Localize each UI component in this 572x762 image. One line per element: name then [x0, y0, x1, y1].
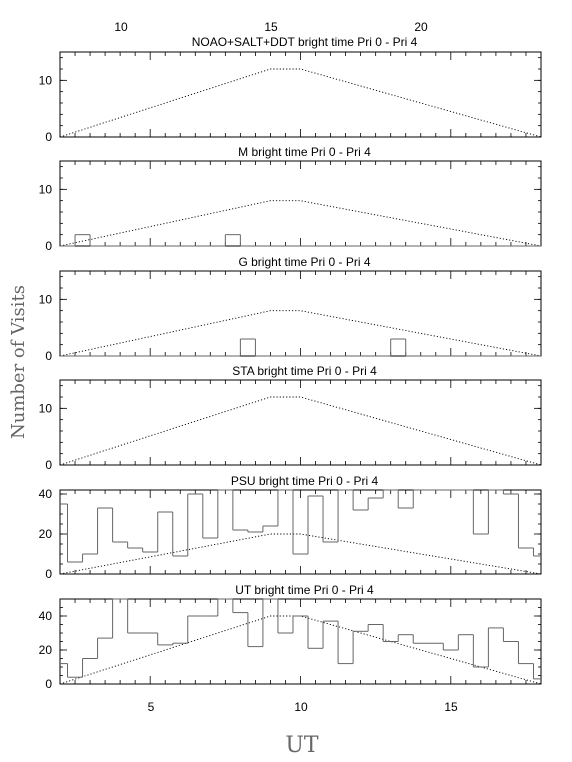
y-tick-label: 20 — [39, 527, 53, 541]
panel-2: M bright time Pri 0 - Pri 4 0 10 — [39, 145, 542, 253]
y-tick-label: 40 — [39, 609, 53, 623]
expected-line — [59, 615, 542, 685]
plot-frame — [59, 489, 542, 575]
top-tick-label: 15 — [264, 20, 278, 34]
y-tick-label: 10 — [39, 292, 53, 306]
y-tick-label: 20 — [39, 643, 53, 657]
y-tick-label: 0 — [45, 567, 52, 581]
panel-1: NOAO+SALT+DDT bright time Pri 0 - Pri 4 0… — [39, 35, 542, 144]
panels-group: NOAO+SALT+DDT bright time Pri 0 - Pri 4 0… — [39, 35, 542, 691]
expected-line — [59, 68, 542, 138]
panel-4: STA bright time Pri 0 - Pri 4 0 10 — [39, 364, 542, 472]
x-axis-title: UT — [285, 733, 319, 758]
plot-frame — [59, 160, 542, 247]
panel-6: UT bright time Pri 0 - Pri 4 0 20 40 — [39, 583, 542, 691]
panel-5: PSU bright time Pri 0 - Pri 4 0 20 40 — [39, 474, 542, 581]
plot-frame — [59, 270, 542, 357]
plot-frame — [59, 51, 542, 138]
y-tick-label: 0 — [45, 677, 52, 691]
bottom-axis-ticks: 5 10 15 — [148, 700, 458, 714]
y-tick-label: 10 — [39, 73, 53, 87]
y-tick-label: 10 — [39, 401, 53, 415]
panel-title: NOAO+SALT+DDT bright time Pri 0 - Pri 4 — [192, 35, 418, 49]
bottom-tick-label: 15 — [444, 700, 458, 714]
top-tick-label: 10 — [114, 20, 128, 34]
panel-title: G bright time Pri 0 - Pri 4 — [238, 255, 370, 269]
y-tick-label: 0 — [45, 458, 52, 472]
y-tick-label: 0 — [45, 239, 52, 253]
plot-frame — [59, 598, 542, 685]
panel-title: M bright time Pri 0 - Pri 4 — [238, 145, 371, 159]
panel-title: UT bright time Pri 0 - Pri 4 — [235, 583, 374, 597]
y-tick-label: 0 — [45, 349, 52, 363]
y-axis-title: Number of Visits — [8, 285, 29, 439]
y-tick-label: 0 — [45, 130, 52, 144]
y-tick-label: 40 — [39, 487, 53, 501]
panel-title: STA bright time Pri 0 - Pri 4 — [232, 364, 377, 378]
top-tick-label: 20 — [414, 20, 428, 34]
plot-frame — [59, 379, 542, 466]
expected-line — [59, 396, 542, 466]
top-axis-ticks: 10 15 20 — [114, 20, 428, 34]
y-tick-label: 10 — [39, 182, 53, 196]
panel-3: G bright time Pri 0 - Pri 4 0 10 — [39, 255, 542, 363]
panel-title: PSU bright time Pri 0 - Pri 4 — [231, 474, 379, 488]
bottom-tick-label: 10 — [294, 700, 308, 714]
bottom-tick-label: 5 — [148, 700, 155, 714]
